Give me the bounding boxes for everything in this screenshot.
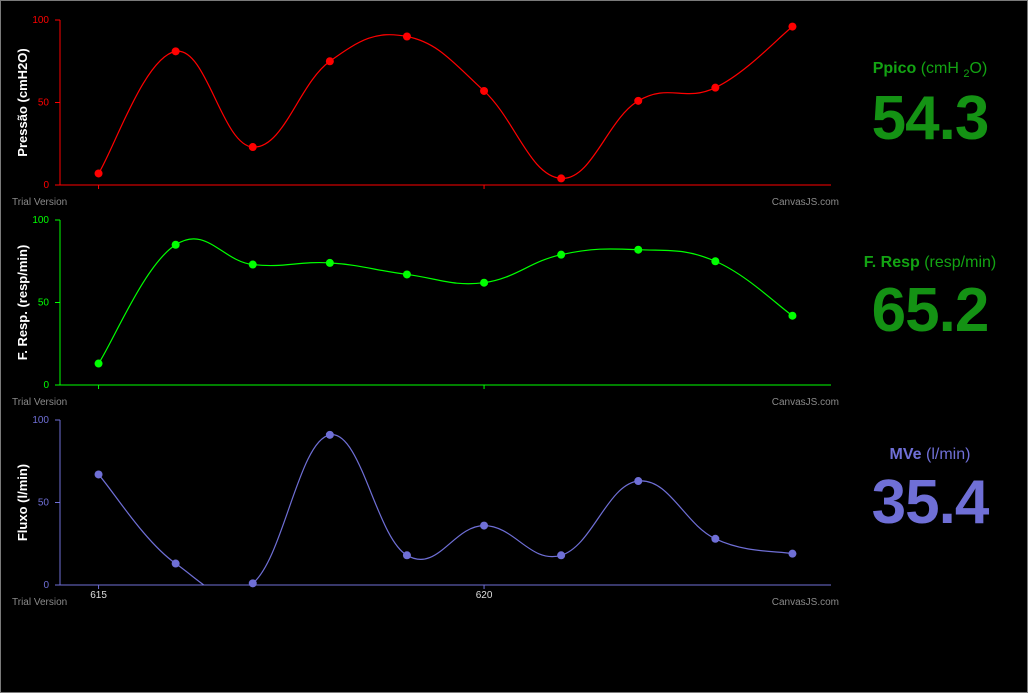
readout-name: F. Resp — [863, 254, 920, 271]
data-point — [711, 83, 720, 92]
data-point — [788, 22, 797, 31]
data-point — [788, 311, 797, 320]
chart-panel: 0 50 100 Pressão (cmH2O) Trial Version Canvas… — [12, 15, 839, 208]
y-tick-label: 50 — [38, 98, 50, 109]
y-tick-label: 0 — [43, 180, 49, 191]
readout-value: 35.4 — [871, 468, 990, 537]
readout-f-resp: F. Resp (resp/min) 65.2 — [832, 254, 1028, 342]
data-point — [402, 551, 411, 560]
data-point — [94, 169, 103, 178]
data-point — [402, 32, 411, 41]
trial-version-text: Trial Version — [12, 197, 67, 208]
data-point — [325, 57, 334, 66]
data-point — [634, 477, 643, 486]
readout-name: MVe — [889, 446, 922, 463]
y-tick-label: 100 — [32, 215, 49, 226]
readout-unit: (resp/min) — [924, 254, 997, 271]
data-point — [248, 260, 257, 269]
y-axis-label: Fluxo (l/min) — [15, 464, 30, 541]
data-point — [480, 86, 489, 95]
data-point — [480, 278, 489, 287]
canvasjs-watermark: CanvasJS.com — [772, 197, 839, 208]
data-point — [711, 257, 720, 266]
data-point — [634, 96, 643, 105]
y-tick-label: 50 — [38, 498, 50, 509]
canvasjs-watermark: CanvasJS.com — [772, 597, 839, 608]
readout-name: Ppico — [872, 60, 917, 77]
readout-label: Ppico (cmH 2O) — [832, 60, 1028, 80]
readout-value: 54.3 — [871, 84, 990, 154]
readout-unit: (l/min) — [926, 446, 971, 463]
readout-mve: MVe (l/min) 35.4 — [832, 446, 1028, 534]
series-line — [98, 26, 793, 180]
data-point — [480, 521, 489, 530]
data-point — [402, 270, 411, 279]
data-point — [171, 559, 180, 568]
y-tick-label: 0 — [43, 380, 49, 391]
data-point — [325, 430, 334, 439]
data-point — [557, 250, 566, 259]
y-tick-label: 100 — [32, 15, 49, 26]
data-point — [634, 245, 643, 254]
readout-label: MVe (l/min) — [832, 446, 1028, 464]
x-tick-label: 615 — [90, 590, 107, 601]
data-point — [171, 47, 180, 56]
trial-version-text: Trial Version — [12, 597, 67, 608]
data-point — [557, 174, 566, 183]
data-point — [557, 551, 566, 560]
data-point — [788, 549, 797, 558]
trial-version-text: Trial Version — [12, 397, 67, 408]
readout-unit: (cmH 2O) — [920, 60, 988, 81]
chart-panel: 0 50 100 615 620 Fluxo (l/min) Trial Version Ca… — [12, 415, 839, 608]
data-point — [171, 240, 180, 249]
series-line — [98, 238, 793, 364]
series-line — [98, 434, 793, 585]
data-point — [94, 359, 103, 368]
canvasjs-watermark: CanvasJS.com — [772, 397, 839, 408]
y-axis-label: Pressão (cmH2O) — [15, 48, 30, 156]
chart-panel: 0 50 100 F. Resp. (resp/min) Trial Version Ca… — [12, 215, 839, 408]
data-point — [325, 258, 334, 267]
data-point — [711, 534, 720, 543]
y-tick-label: 50 — [38, 298, 50, 309]
data-point — [94, 470, 103, 479]
readout-label: F. Resp (resp/min) — [832, 254, 1028, 272]
readout-value: 65.2 — [871, 276, 990, 345]
y-tick-label: 0 — [43, 580, 49, 591]
data-point — [248, 579, 257, 588]
y-axis-label: F. Resp. (resp/min) — [15, 245, 30, 361]
readout-ppico: Ppico (cmH 2O) 54.3 — [832, 60, 1028, 150]
x-tick-label: 620 — [476, 590, 493, 601]
y-tick-label: 100 — [32, 415, 49, 426]
data-point — [248, 143, 257, 152]
